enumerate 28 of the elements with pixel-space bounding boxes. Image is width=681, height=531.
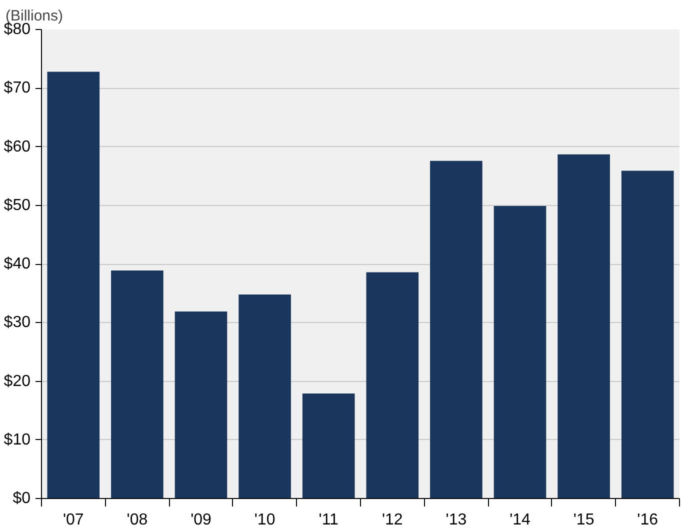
x-tick-label: '09 — [190, 512, 212, 528]
y-tick-label: $30 — [4, 314, 31, 332]
x-tick-label: '11 — [318, 512, 339, 528]
bar — [238, 294, 291, 498]
y-tick-label: $40 — [4, 256, 31, 272]
x-tick-label: '08 — [126, 512, 148, 528]
x-tick-label: '10 — [254, 512, 276, 528]
y-tick-label: $10 — [4, 431, 31, 448]
x-tick-label: '12 — [382, 512, 403, 528]
bar — [47, 72, 100, 498]
x-tick-label: '07 — [62, 512, 84, 528]
bar — [111, 270, 164, 498]
x-tick-label: '13 — [446, 512, 467, 528]
bar — [174, 311, 228, 498]
y-tick-label: $20 — [4, 372, 31, 390]
bar — [366, 272, 419, 498]
bar — [430, 160, 482, 498]
bar — [621, 170, 674, 498]
x-tick-label: '16 — [637, 512, 658, 528]
y-tick-label: $70 — [4, 80, 31, 97]
bar — [558, 154, 610, 498]
y-tick-label: $0 — [12, 490, 31, 507]
y-tick-label: $50 — [4, 196, 31, 214]
x-tick-label: '15 — [573, 512, 594, 528]
x-tick-label: '14 — [510, 512, 531, 528]
bar — [494, 206, 546, 498]
y-tick-label: $60 — [4, 138, 31, 156]
bar — [302, 394, 355, 498]
